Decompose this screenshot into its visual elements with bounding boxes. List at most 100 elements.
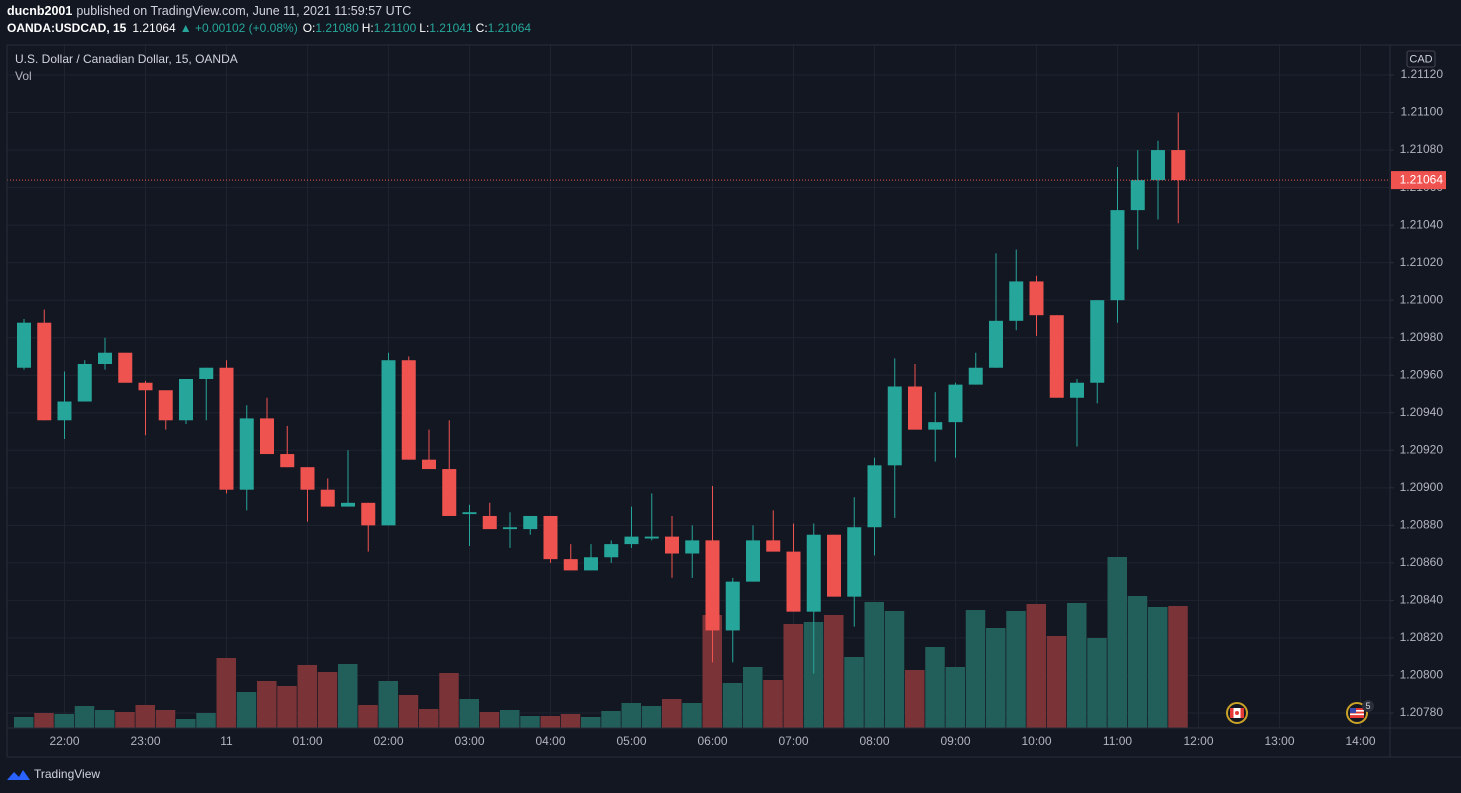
y-tick-label: 1.20860 (1400, 555, 1444, 569)
volume-bar (905, 670, 925, 728)
flag (1350, 708, 1364, 718)
volume-bar (500, 710, 520, 728)
x-tick-label: 13:00 (1264, 734, 1294, 748)
candle-body (1151, 150, 1165, 181)
candle-body (239, 418, 254, 490)
quote: OANDA:USDCAD, 15 1.21064 ▲ +0.00102 (+0.08… (7, 21, 531, 35)
volume-bar (419, 709, 439, 728)
x-tick-label: 02:00 (373, 734, 403, 748)
candle-body (37, 322, 52, 421)
volume-bar (722, 683, 743, 728)
candle-body (361, 502, 376, 526)
candle-body (57, 401, 72, 421)
candle-body (422, 459, 436, 470)
flag-stripe (1350, 713, 1364, 716)
symbol: OANDA:USDCAD, 15 (7, 21, 127, 35)
publisher: ducnb2001 (7, 4, 72, 18)
legend-title: U.S. Dollar / Canadian Dollar, 15, OANDA (15, 52, 238, 66)
volume-bar (581, 717, 601, 728)
y-tick-label: 1.20980 (1400, 330, 1444, 344)
volume-bar (216, 658, 236, 728)
candle-body (989, 320, 1003, 368)
candle-body (624, 536, 639, 545)
volume-bar (844, 657, 864, 728)
candle-body (1009, 281, 1024, 321)
volume-bar (986, 628, 1006, 728)
candle-body (1049, 315, 1064, 398)
y-tick-label: 1.21080 (1400, 142, 1444, 156)
y-tick-label: 1.20940 (1400, 405, 1444, 419)
volume-bar (277, 686, 297, 728)
candle-body (543, 515, 558, 560)
candle-body (1070, 382, 1084, 398)
volume-bar (14, 717, 34, 728)
volume-bar (1127, 596, 1148, 728)
candle-body (725, 581, 740, 631)
candle-body (604, 544, 619, 558)
candle-body (806, 534, 821, 612)
y-tick-label: 1.21120 (1401, 67, 1444, 81)
currency-box[interactable] (1406, 50, 1436, 68)
candle-body (827, 534, 841, 597)
flag-band (1230, 708, 1234, 718)
candle-body (766, 540, 781, 552)
candle-body (867, 465, 882, 528)
x-tick-label: 01:00 (292, 734, 322, 748)
x-tick-label: 06:00 (697, 734, 727, 748)
currency[interactable]: CAD (1409, 53, 1432, 65)
l: 1.21041 (429, 21, 473, 35)
candle-body (381, 360, 396, 526)
volume-bar (1087, 638, 1107, 728)
volume-bar (338, 664, 358, 728)
y-tick-label: 1.20780 (1400, 705, 1444, 719)
y-tick-label: 1.21100 (1401, 105, 1444, 119)
o: 1.21080 (315, 21, 359, 35)
y-tick-label: 1.21040 (1400, 217, 1444, 231)
volume-bar (34, 713, 54, 728)
candle-body (1130, 180, 1145, 211)
volume-bar (479, 712, 500, 728)
volume-bar (1148, 607, 1168, 728)
flag-leaf (1235, 711, 1239, 715)
volume-bar (1168, 606, 1188, 728)
last: 1.21064 (132, 21, 176, 35)
grid (7, 45, 1390, 728)
y-tick-label: 1.20960 (1400, 367, 1444, 381)
event-badge: 5 (1365, 701, 1370, 711)
candle-body (482, 515, 497, 530)
volume-bar (662, 699, 682, 728)
volume-bar (95, 710, 115, 728)
event-ca[interactable] (1226, 702, 1248, 724)
l-label: L: (419, 21, 429, 35)
volume-pane (14, 557, 1188, 728)
candle-body (746, 540, 760, 582)
volume-bar (641, 706, 662, 728)
candle-body (665, 536, 679, 554)
candle-body (685, 540, 700, 554)
candle-body (158, 390, 173, 421)
x-tick-label: 12:00 (1183, 734, 1213, 748)
candle-body (847, 527, 862, 597)
volume-bar (763, 680, 783, 728)
event-us[interactable]: 5 (1346, 700, 1374, 724)
flag-band (1240, 708, 1244, 718)
brand-text[interactable]: TradingView (34, 767, 100, 781)
o-label: O: (303, 21, 316, 35)
y-tick-label: 1.21020 (1400, 255, 1444, 269)
volume-bar (520, 716, 540, 728)
volume-bar (621, 703, 641, 728)
x-tick-label: 10:00 (1021, 734, 1051, 748)
x-tick-label: 23:00 (130, 734, 160, 748)
volume-bar (358, 705, 378, 728)
candle-body (179, 378, 193, 421)
x-tick-label: 14:00 (1345, 734, 1375, 748)
y-tick-label: 1.21000 (1400, 292, 1444, 306)
brand[interactable]: TradingView (7, 767, 100, 781)
y-tick-label: 1.20820 (1400, 630, 1444, 644)
flag-stripe (1350, 710, 1364, 712)
candle-body (219, 367, 234, 490)
volume-bar (236, 692, 257, 728)
candle-body (300, 467, 315, 490)
volume-bar (540, 716, 560, 728)
